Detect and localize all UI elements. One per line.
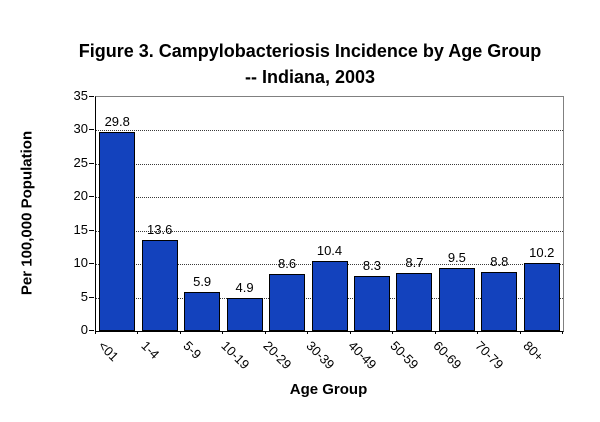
y-tick-mark: [89, 296, 94, 298]
x-tick-mark: [392, 331, 394, 334]
x-tick-mark: [477, 331, 479, 334]
y-tick-label: 25: [73, 154, 88, 170]
bar: [141, 240, 178, 331]
bar-value-label: 10.4: [316, 243, 343, 259]
y-tick-label: 30: [73, 121, 88, 137]
x-tick-mark: [434, 331, 436, 334]
x-tick-mark: [137, 331, 139, 334]
y-axis-title: Per 100,000 Population: [18, 130, 36, 296]
bar-value-label: 8.6: [277, 255, 297, 271]
bar-value-label: 29.8: [104, 113, 130, 129]
x-tick-label: 50-59: [387, 338, 422, 373]
x-tick-mark: [349, 331, 351, 334]
bar-value-label: 8.8: [490, 254, 509, 270]
bar-value-label: 10.2: [529, 244, 555, 260]
bar: [269, 273, 306, 331]
x-tick-label: 40-49: [345, 338, 380, 373]
y-tick-label: 10: [73, 255, 88, 271]
x-tick-label: <01: [95, 338, 122, 365]
bar-value-label: 5.9: [193, 273, 212, 289]
x-tick-label: 60-69: [430, 338, 465, 373]
x-tick-mark: [264, 331, 266, 334]
bar-value-label: 8.7: [405, 254, 424, 270]
bar: [311, 261, 348, 331]
x-tick-label: 1-4: [138, 338, 162, 362]
chart-title: Figure 3. Campylobacteriosis Incidence b…: [20, 38, 600, 90]
chart-title-line2: -- Indiana, 2003: [244, 67, 376, 87]
chart-title-line1: Figure 3. Campylobacteriosis Incidence b…: [78, 41, 542, 61]
x-tick-label: 30-39: [302, 338, 338, 373]
y-tick-label: 35: [73, 88, 88, 103]
bar: [481, 272, 518, 331]
y-tick-mark: [89, 229, 94, 231]
y-tick-mark: [89, 196, 94, 198]
y-tick-label: 0: [80, 322, 88, 337]
x-tick-label: 5-9: [180, 338, 205, 362]
x-tick-label: 20-29: [260, 338, 295, 373]
bar-value-label: 4.9: [235, 280, 254, 296]
y-tick-label: 20: [73, 188, 88, 204]
bar: [523, 262, 560, 331]
y-tick-mark: [89, 263, 94, 265]
y-tick-mark: [89, 162, 94, 164]
y-gridline: [96, 130, 563, 132]
x-axis-title: Age Group: [289, 381, 368, 398]
y-gridline: [96, 230, 563, 232]
x-tick-mark: [95, 331, 96, 334]
x-tick-mark: [222, 331, 224, 334]
bar: [438, 267, 475, 331]
x-tick-mark: [307, 331, 309, 334]
x-tick-label: 10-19: [217, 338, 253, 373]
y-gridline: [96, 163, 563, 165]
x-tick-mark: [519, 331, 521, 334]
bar: [184, 291, 221, 331]
bar-value-label: 8.3: [362, 257, 381, 273]
bar: [226, 298, 263, 331]
y-tick-mark: [89, 129, 94, 131]
y-tick-mark: [89, 96, 94, 97]
x-tick-mark: [179, 331, 181, 334]
bar: [396, 272, 433, 331]
bar-value-label: 13.6: [147, 222, 173, 238]
y-tick-mark: [89, 330, 94, 331]
bar: [99, 131, 136, 331]
bar-value-label: 9.5: [447, 249, 466, 265]
y-tick-label: 5: [80, 288, 88, 304]
x-tick-label: 80+: [520, 338, 547, 365]
y-tick-label: 15: [73, 221, 88, 237]
bar: [353, 275, 390, 331]
x-tick-label: 70-79: [472, 338, 507, 373]
plot-area: 29.8 13.6 5.9 4.9 8.6 10.4 8.3 8.7 9.5 8.8 10.2: [95, 96, 564, 332]
x-tick-mark: [562, 331, 563, 334]
y-gridline: [96, 197, 563, 199]
